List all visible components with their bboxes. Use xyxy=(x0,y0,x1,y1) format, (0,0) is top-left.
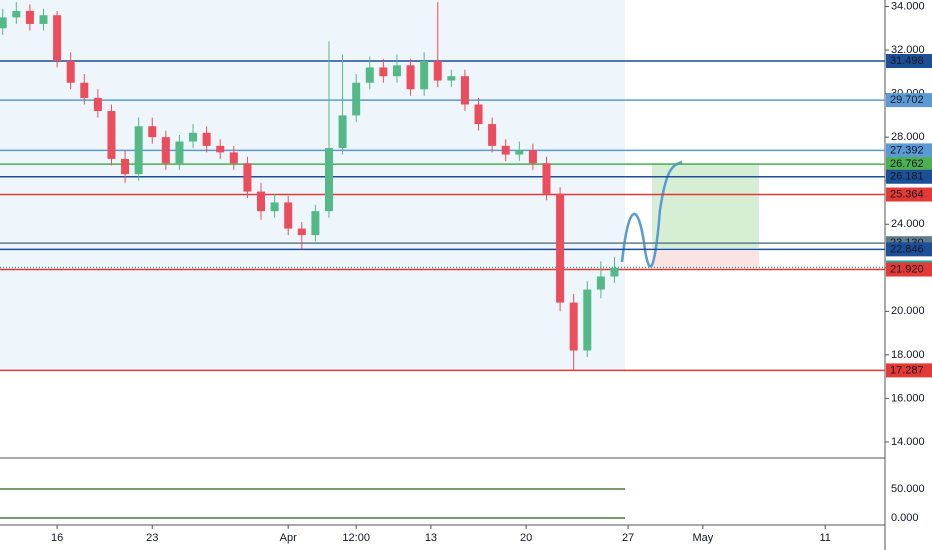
level-badge xyxy=(886,169,932,184)
candle-body xyxy=(556,193,565,303)
candle-body xyxy=(501,145,510,155)
candle-body xyxy=(284,202,293,229)
x-tick-label: 11 xyxy=(819,532,830,544)
candle-body xyxy=(229,152,238,164)
level-label: 25.364 xyxy=(890,188,924,200)
x-tick-label: May xyxy=(692,532,713,544)
candle-body xyxy=(121,158,130,175)
level-badge xyxy=(886,157,932,172)
candle-body xyxy=(39,15,48,24)
y-tick-label: 28.000 xyxy=(891,131,925,143)
candle-body xyxy=(161,137,170,164)
x-tick-label: 20 xyxy=(520,532,532,544)
level-badge xyxy=(886,143,932,158)
candle-body xyxy=(25,10,34,24)
candle-body xyxy=(596,276,605,290)
candle-body xyxy=(243,163,252,192)
candle-body xyxy=(324,148,333,212)
candle-body xyxy=(447,76,456,81)
candle-body xyxy=(460,76,469,105)
x-tick-label: 12:00 xyxy=(342,532,370,544)
level-label: 22.846 xyxy=(890,243,924,255)
candle-body xyxy=(189,132,198,142)
level-label: 31.498 xyxy=(890,55,924,67)
candle-body xyxy=(311,211,320,236)
y-tick-label: 18.000 xyxy=(891,349,925,361)
candle-body xyxy=(379,67,388,77)
candle-body xyxy=(216,145,225,153)
candle-body xyxy=(392,65,401,77)
level-badge xyxy=(886,93,932,108)
candle-body xyxy=(12,10,21,18)
x-tick-label: 27 xyxy=(622,532,634,544)
candle-body xyxy=(93,97,102,112)
level-label: 26.181 xyxy=(890,171,924,183)
candle-body xyxy=(583,289,592,351)
level-label: 29.702 xyxy=(890,94,924,106)
candle-body xyxy=(53,15,62,61)
candle-body xyxy=(352,82,361,116)
candle-body xyxy=(433,60,442,81)
level-badge xyxy=(886,262,932,277)
level-badge xyxy=(886,242,932,257)
candle-body xyxy=(202,132,211,146)
level-label: 21.920 xyxy=(890,263,924,275)
y-tick-label: 20.000 xyxy=(891,305,925,317)
y-tick-label: 16.000 xyxy=(891,392,925,404)
candle-body xyxy=(365,67,374,83)
candle-body xyxy=(175,141,184,164)
candle-body xyxy=(134,126,143,175)
level-badge xyxy=(886,187,932,202)
x-tick-label: 23 xyxy=(146,532,158,544)
candle-body xyxy=(610,267,619,277)
candle-body xyxy=(148,126,157,138)
candle-body xyxy=(297,228,306,236)
candle-body xyxy=(80,82,89,98)
candle-body xyxy=(338,115,347,149)
x-tick-label: Apr xyxy=(280,532,297,544)
candle-body xyxy=(542,163,551,194)
level-badge xyxy=(886,363,932,378)
y-tick-label: 14.000 xyxy=(891,436,925,448)
candle-body xyxy=(406,65,415,90)
candle-body xyxy=(474,104,483,125)
level-label: 17.287 xyxy=(890,364,924,376)
x-tick-label: 13 xyxy=(425,532,437,544)
candle-body xyxy=(270,202,279,212)
y-tick-label: 32.000 xyxy=(891,44,925,56)
candle-body xyxy=(107,111,116,159)
candle-body xyxy=(0,17,7,29)
level-label: 26.762 xyxy=(890,158,924,170)
candle-body xyxy=(528,150,537,164)
y-tick-label: 24.000 xyxy=(891,218,925,230)
candle-body xyxy=(420,60,429,90)
candle-body xyxy=(569,302,578,351)
stop-box xyxy=(652,251,759,268)
osc-tick-label: 0.000 xyxy=(891,512,919,524)
osc-tick-label: 50.000 xyxy=(891,483,925,495)
candle-body xyxy=(66,60,75,83)
y-tick-label: 34.000 xyxy=(891,0,925,12)
candle-body xyxy=(515,150,524,155)
range-shade xyxy=(0,0,625,370)
candle-body xyxy=(257,191,266,212)
level-badge xyxy=(886,54,932,69)
projection-path xyxy=(620,160,683,268)
candle-body xyxy=(488,124,497,146)
x-tick-label: 16 xyxy=(51,532,63,544)
level-label: 27.392 xyxy=(890,144,924,156)
